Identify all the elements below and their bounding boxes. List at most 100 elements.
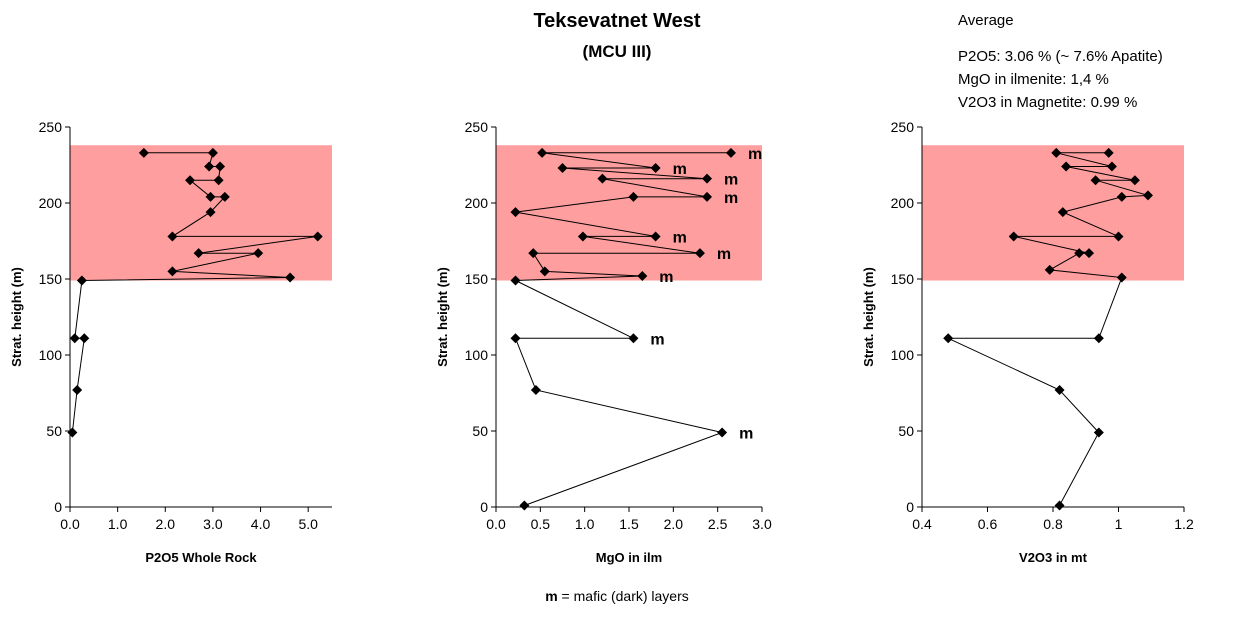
y-tick-label: 100 xyxy=(465,347,489,363)
data-point xyxy=(702,191,713,202)
x-tick-label: 3.0 xyxy=(752,516,772,532)
data-point xyxy=(207,147,218,158)
data-point xyxy=(1129,175,1140,186)
y-tick-label: 200 xyxy=(465,195,489,211)
data-point xyxy=(717,427,728,438)
data-point xyxy=(1054,384,1065,395)
y-tick-label: 0 xyxy=(906,499,914,515)
data-point xyxy=(285,272,296,283)
data-point xyxy=(628,333,639,344)
x-tick-label: 2.0 xyxy=(156,516,176,532)
annotation-label: m xyxy=(673,161,687,178)
x-tick-label: 4.0 xyxy=(251,516,271,532)
data-point xyxy=(650,231,661,242)
data-point xyxy=(79,333,90,344)
x-tick-label: 2.0 xyxy=(664,516,684,532)
annotation-label: m xyxy=(673,229,687,246)
legend-note: m = mafic (dark) layers xyxy=(0,588,1234,604)
annotation-label: m xyxy=(739,426,753,443)
x-tick-label: 0.8 xyxy=(1043,516,1063,532)
data-point xyxy=(1044,264,1055,275)
data-point xyxy=(167,266,178,277)
y-tick-label: 100 xyxy=(891,347,915,363)
data-point xyxy=(204,161,215,172)
data-point xyxy=(577,231,588,242)
data-point xyxy=(702,173,713,184)
data-point xyxy=(1074,248,1085,259)
annotation-label: m xyxy=(724,190,738,207)
data-point xyxy=(1084,248,1095,259)
data-point xyxy=(193,248,204,259)
y-tick-label: 200 xyxy=(39,195,63,211)
data-point xyxy=(1008,231,1019,242)
annotation-label: m xyxy=(717,246,731,263)
x-tick-label: 1.2 xyxy=(1174,516,1194,532)
y-tick-label: 100 xyxy=(39,347,63,363)
y-tick-label: 50 xyxy=(472,423,488,439)
highlight-band xyxy=(70,145,332,281)
data-point xyxy=(1093,333,1104,344)
data-point xyxy=(205,207,216,218)
data-point xyxy=(1142,190,1153,201)
y-tick-label: 50 xyxy=(898,423,914,439)
series-line xyxy=(947,152,1149,506)
data-point xyxy=(1113,231,1124,242)
x-axis-label: V2O3 in mt xyxy=(1019,550,1088,565)
y-axis-label: Strat. height (m) xyxy=(9,267,24,367)
data-point xyxy=(537,147,548,158)
data-point xyxy=(69,333,80,344)
data-point xyxy=(943,333,954,344)
data-point xyxy=(539,266,550,277)
x-tick-label: 1.0 xyxy=(108,516,128,532)
y-tick-label: 0 xyxy=(480,499,488,515)
x-tick-label: 1.5 xyxy=(619,516,639,532)
y-tick-label: 150 xyxy=(465,271,489,287)
data-point xyxy=(312,231,323,242)
data-point xyxy=(510,275,521,286)
legend-text: = mafic (dark) layers xyxy=(557,588,689,604)
legend-symbol: m xyxy=(545,588,558,604)
x-tick-label: 1 xyxy=(1115,516,1123,532)
y-axis-label: Strat. height (m) xyxy=(861,267,876,367)
y-tick-label: 50 xyxy=(46,423,62,439)
data-point xyxy=(213,175,224,186)
annotation-label: m xyxy=(748,146,762,163)
data-point xyxy=(1106,161,1117,172)
data-point xyxy=(1116,272,1127,283)
data-point xyxy=(650,163,661,174)
average-line-p2o5: P2O5: 3.06 % (~ 7.6% Apatite) xyxy=(958,48,1163,65)
data-point xyxy=(67,427,78,438)
x-tick-label: 0.0 xyxy=(60,516,80,532)
data-point xyxy=(1051,147,1062,158)
data-point xyxy=(72,384,83,395)
average-line-v2o3: V2O3 in Magnetite: 0.99 % xyxy=(958,94,1138,111)
data-point xyxy=(628,191,639,202)
y-tick-label: 250 xyxy=(891,119,915,135)
x-tick-label: 5.0 xyxy=(298,516,318,532)
data-point xyxy=(694,248,705,259)
data-point xyxy=(557,163,568,174)
y-tick-label: 150 xyxy=(39,271,63,287)
x-axis-label: P2O5 Whole Rock xyxy=(145,550,257,565)
chart-title: Teksevatnet West xyxy=(533,10,701,32)
x-axis-label: MgO in ilm xyxy=(596,550,662,565)
data-point xyxy=(219,191,230,202)
annotation-label: m xyxy=(650,331,664,348)
y-tick-label: 150 xyxy=(891,271,915,287)
data-point xyxy=(1057,207,1068,218)
data-point xyxy=(76,275,87,286)
x-tick-label: 3.0 xyxy=(203,516,223,532)
data-point xyxy=(1061,161,1072,172)
data-point xyxy=(253,248,264,259)
y-tick-label: 0 xyxy=(54,499,62,515)
data-point xyxy=(1090,175,1101,186)
plot-3: 0 50 100 150 200 250 0.4 0.6 0.8 1 1.2 V2O3 in mt St… xyxy=(861,119,1194,565)
data-point xyxy=(167,231,178,242)
y-axis-label: Strat. height (m) xyxy=(435,267,450,367)
average-line-mgo: MgO in ilmenite: 1,4 % xyxy=(958,71,1109,88)
data-point xyxy=(1093,427,1104,438)
x-tick-label: 0.4 xyxy=(912,516,932,532)
data-point xyxy=(597,173,608,184)
x-tick-label: 0.5 xyxy=(531,516,551,532)
